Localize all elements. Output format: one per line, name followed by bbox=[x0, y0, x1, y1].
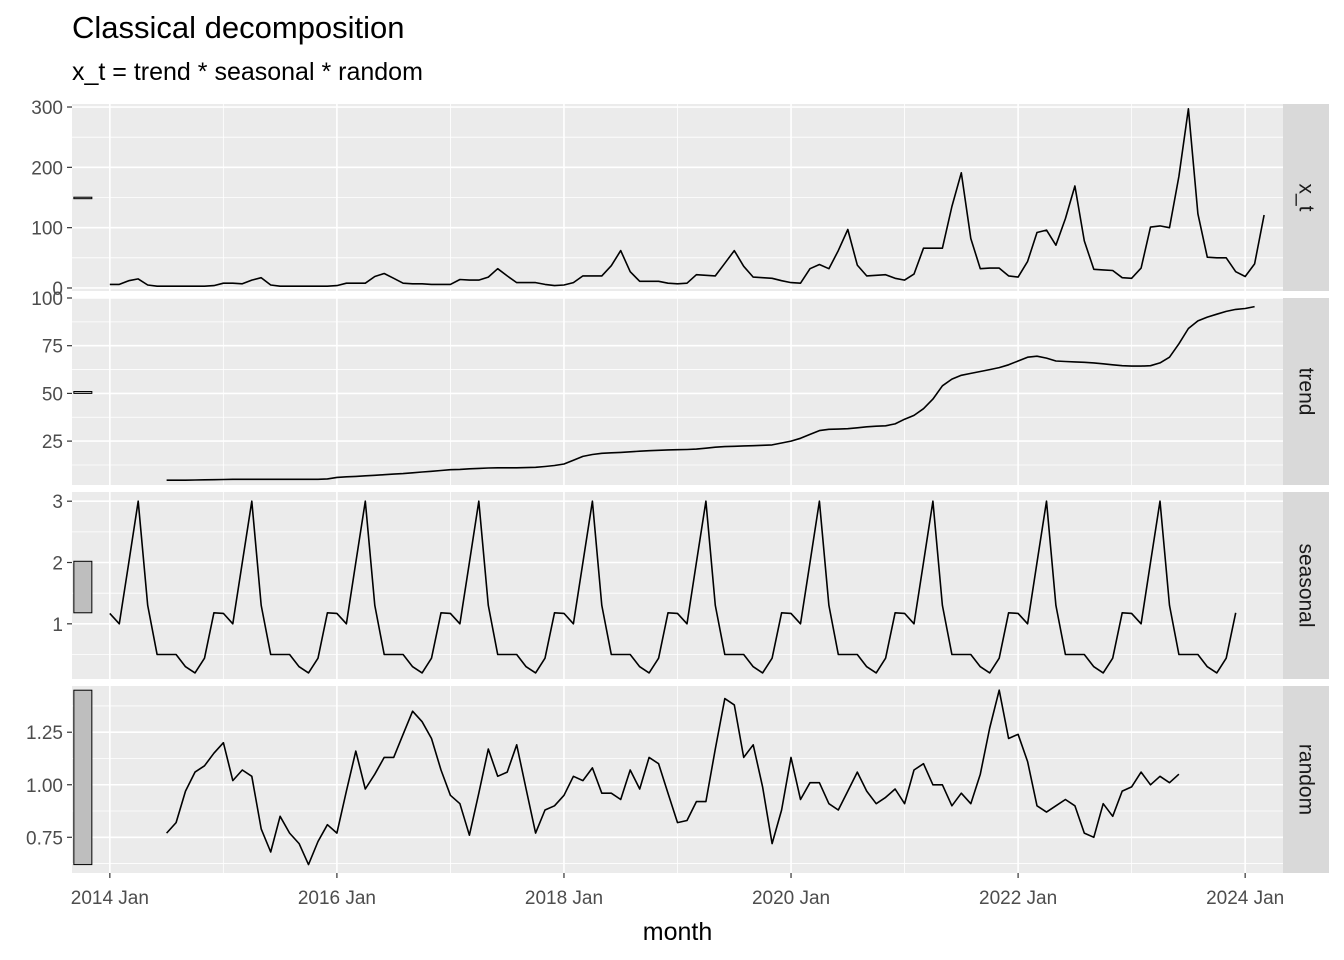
y-tick-label: 300 bbox=[31, 98, 63, 119]
y-tick-label: 200 bbox=[31, 158, 63, 179]
y-tick-label: 1 bbox=[52, 615, 63, 636]
strip-seasonal bbox=[1283, 492, 1329, 679]
scale-bar-random bbox=[73, 689, 93, 866]
y-tick-label: 1.25 bbox=[26, 723, 63, 744]
series-line-trend bbox=[166, 305, 1255, 481]
strip-label-random: random bbox=[1295, 744, 1318, 815]
y-tick-label: 75 bbox=[42, 337, 63, 358]
strip-label-trend: trend bbox=[1295, 368, 1318, 416]
y-tick-label: 2 bbox=[52, 554, 63, 575]
strip-trend bbox=[1283, 298, 1329, 485]
y-tick-label: 100 bbox=[31, 219, 63, 240]
y-tick-label: 3 bbox=[52, 492, 63, 513]
strip-label-x_t: x_t bbox=[1295, 183, 1318, 211]
strip-random bbox=[1283, 686, 1329, 873]
series-line-x_t bbox=[109, 108, 1265, 287]
strip-label-seasonal: seasonal bbox=[1295, 543, 1318, 627]
scale-bar-x_t bbox=[73, 196, 93, 200]
strip-x_t bbox=[1283, 104, 1329, 291]
y-tick-label: 0.75 bbox=[26, 828, 63, 849]
y-tick-label: 1.00 bbox=[26, 776, 63, 797]
scale-bar-seasonal bbox=[73, 560, 93, 614]
x-tick-label: 2014 Jan bbox=[71, 888, 149, 909]
series-line-seasonal bbox=[109, 500, 1237, 674]
chart-title: Classical decomposition bbox=[72, 10, 405, 45]
x-tick-label: 2020 Jan bbox=[752, 888, 830, 909]
x-tick-label: 2016 Jan bbox=[298, 888, 376, 909]
x-tick-label: 2024 Jan bbox=[1206, 888, 1284, 909]
x-axis-title: month bbox=[643, 918, 712, 946]
scale-bar-trend bbox=[73, 391, 93, 394]
y-tick-label: 100 bbox=[31, 289, 63, 310]
chart-subtitle: x_t = trend * seasonal * random bbox=[72, 58, 423, 86]
y-tick-label: 25 bbox=[42, 432, 63, 453]
series-line-random bbox=[166, 689, 1180, 866]
y-tick-label: 50 bbox=[42, 384, 63, 405]
y-tick-label: 0 bbox=[52, 279, 63, 300]
x-tick-label: 2022 Jan bbox=[979, 888, 1057, 909]
x-tick-label: 2018 Jan bbox=[525, 888, 603, 909]
